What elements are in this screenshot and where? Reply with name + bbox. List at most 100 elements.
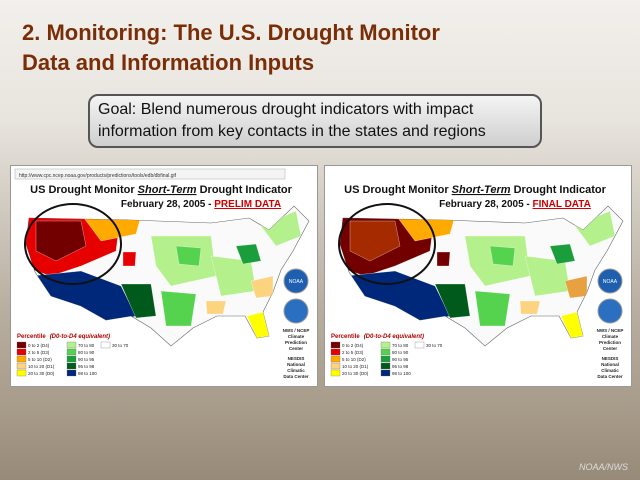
- agency-text: Prediction: [599, 340, 621, 345]
- legend-swatch: [66, 341, 77, 349]
- legend-label: 20 to 30 (D0): [342, 371, 369, 376]
- map-region: [246, 311, 270, 339]
- legend-swatch: [380, 362, 391, 370]
- highlight-circle: [338, 203, 436, 285]
- goal-box: Goal: Blend numerous drought indicators …: [88, 94, 542, 148]
- map-regions: [26, 210, 302, 339]
- map-region: [549, 243, 576, 265]
- agency-text: NWS / NCEP: [597, 328, 624, 333]
- legend-label: 95 to 98: [392, 364, 409, 369]
- map-region: [519, 300, 541, 315]
- legend-swatch: [16, 369, 27, 377]
- map-region: [436, 251, 451, 267]
- agency-text: Climate: [288, 334, 305, 339]
- legend-swatch: [66, 362, 77, 370]
- legend-swatch: [380, 341, 391, 349]
- legend-swatch: [380, 369, 391, 377]
- agency-text: Climatic: [601, 368, 619, 373]
- legend-label: 0 to 2 (D4): [28, 343, 50, 348]
- legend-swatch: [100, 341, 111, 349]
- map-region: [474, 290, 511, 327]
- agency-text: NESDIS: [288, 356, 305, 361]
- legend-swatch: [330, 355, 341, 363]
- legend-label: 2 to 5 (D3): [28, 350, 50, 355]
- legend-swatch: [414, 341, 425, 349]
- heading-part: Short-Term: [138, 184, 197, 196]
- map-date: February 28, 2005 - PRELIM DATA: [121, 199, 281, 210]
- legend-swatch: [66, 369, 77, 377]
- map-region: [35, 220, 87, 262]
- legend-title: Percentile (D0-to-D4 equivalent): [331, 334, 424, 340]
- legend-label: 95 to 98: [78, 364, 95, 369]
- legend-label: 10 to 20 (D1): [342, 364, 369, 369]
- agency-text: NESDIS: [602, 356, 619, 361]
- heading-part: Short-Term: [452, 184, 511, 196]
- legend-label: 30 to 70: [112, 343, 129, 348]
- legend-swatch: [330, 362, 341, 370]
- agency-text: NWS / NCEP: [283, 328, 310, 333]
- map-date: February 28, 2005 - FINAL DATA: [439, 199, 591, 210]
- heading-part: US Drought Monitor: [30, 184, 138, 196]
- legend-title-sub: (D0-to-D4 equivalent): [364, 334, 424, 340]
- legend-label: 5 to 10 (D2): [28, 357, 52, 362]
- legend-swatch: [16, 362, 27, 370]
- map-region: [160, 290, 197, 327]
- agency-text: Climate: [602, 334, 619, 339]
- legend-label: 10 to 20 (D1): [28, 364, 55, 369]
- map-panel: http://www.cpc.ncep.noaa.gov/products/pr…: [10, 165, 318, 387]
- map-region: [489, 245, 516, 267]
- agency-text: National: [287, 362, 305, 367]
- map-region: [122, 251, 137, 267]
- map-heading: US Drought Monitor Short-Term Drought In…: [30, 184, 292, 196]
- legend-title-main: Percentile: [331, 334, 360, 340]
- slide-title: 2. Monitoring: The U.S. Drought Monitor: [22, 20, 440, 45]
- legend-swatch: [16, 348, 27, 356]
- legend-label: 0 to 2 (D4): [342, 343, 364, 348]
- legend-label: 70 to 80: [392, 343, 409, 348]
- map-heading: US Drought Monitor Short-Term Drought In…: [344, 184, 606, 196]
- map-region: [349, 220, 401, 262]
- legend-title-sub: (D0-to-D4 equivalent): [50, 334, 110, 340]
- heading-part: Drought Indicator: [511, 184, 607, 196]
- legend-label: 80 to 90: [78, 350, 95, 355]
- map-regions: [340, 210, 616, 339]
- map-image: http://www.cpc.ncep.noaa.gov/products/pr…: [14, 168, 310, 379]
- logo-noaa: [597, 268, 623, 294]
- agency-text: Data Center: [283, 374, 309, 379]
- logo-label: NOAA: [603, 279, 618, 285]
- logo-noaa: [283, 268, 309, 294]
- agency-text: Prediction: [285, 340, 307, 345]
- legend-swatch: [16, 341, 27, 349]
- map-region: [235, 243, 262, 265]
- legend-swatch: [380, 348, 391, 356]
- legend-swatch: [330, 369, 341, 377]
- legend-label: 98 to 100: [78, 371, 97, 376]
- legend-swatch: [380, 355, 391, 363]
- legend-label: 5 to 10 (D2): [342, 357, 366, 362]
- legend-title-main: Percentile: [17, 334, 46, 340]
- logo-label: NOAA: [289, 279, 304, 285]
- legend-label: 30 to 70: [426, 343, 443, 348]
- map-region: [120, 283, 157, 319]
- map-image: US Drought Monitor Short-Term Drought In…: [330, 184, 624, 379]
- map-region: [560, 311, 584, 339]
- url-bar: [14, 168, 286, 180]
- logo-nws: [283, 298, 309, 324]
- map-region: [205, 300, 227, 315]
- agency-text: Center: [603, 346, 618, 351]
- legend-swatch: [330, 348, 341, 356]
- agency-text: Data Center: [597, 374, 623, 379]
- footer: NOAA/NWS: [578, 462, 628, 472]
- legend-label: 80 to 90: [392, 350, 409, 355]
- date: February 28, 2005 -: [121, 199, 214, 210]
- map-panel: US Drought Monitor Short-Term Drought In…: [324, 165, 632, 387]
- legend-label: 20 to 30 (D0): [28, 371, 55, 376]
- slide-subtitle: Data and Information Inputs: [22, 50, 315, 75]
- highlight-circle: [24, 203, 122, 285]
- logo-nws: [597, 298, 623, 324]
- agency-text: National: [601, 362, 619, 367]
- legend-swatch: [66, 355, 77, 363]
- map-region: [434, 283, 471, 319]
- legend-label: 98 to 100: [392, 371, 411, 376]
